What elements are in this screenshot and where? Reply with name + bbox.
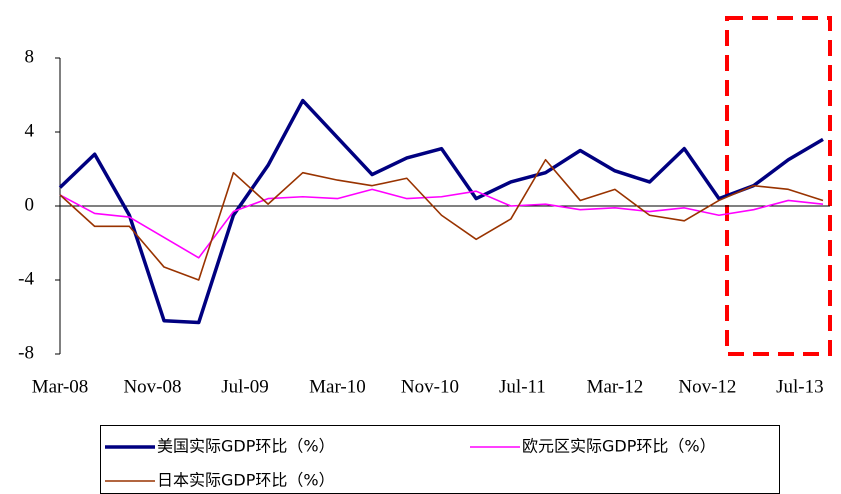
legend-label: 日本实际GDP环比（%） (157, 471, 335, 490)
x-tick-label: Jul-11 (499, 376, 546, 397)
y-tick-label: -8 (18, 342, 34, 363)
y-tick-label: 4 (25, 120, 35, 141)
legend-label: 美国实际GDP环比（%） (157, 437, 335, 456)
x-tick-label: Nov-12 (678, 376, 736, 397)
x-tick-label: Nov-08 (123, 376, 181, 397)
x-tick-label: Mar-08 (32, 376, 89, 397)
y-tick-label: 0 (25, 194, 35, 215)
series-line (58, 98, 824, 325)
y-tick-label: -4 (18, 268, 34, 289)
legend-label: 欧元区实际GDP环比（%） (522, 437, 716, 456)
series-line (59, 188, 824, 259)
x-tick-label: Jul-09 (221, 376, 269, 397)
x-tick-label: Mar-10 (309, 376, 366, 397)
x-tick-label: Nov-10 (401, 376, 459, 397)
x-tick-label: Jul-13 (776, 376, 824, 397)
y-tick-label: 8 (25, 46, 35, 67)
highlight-box (725, 16, 832, 356)
x-tick-label: Mar-12 (587, 376, 644, 397)
series-line (59, 158, 824, 281)
